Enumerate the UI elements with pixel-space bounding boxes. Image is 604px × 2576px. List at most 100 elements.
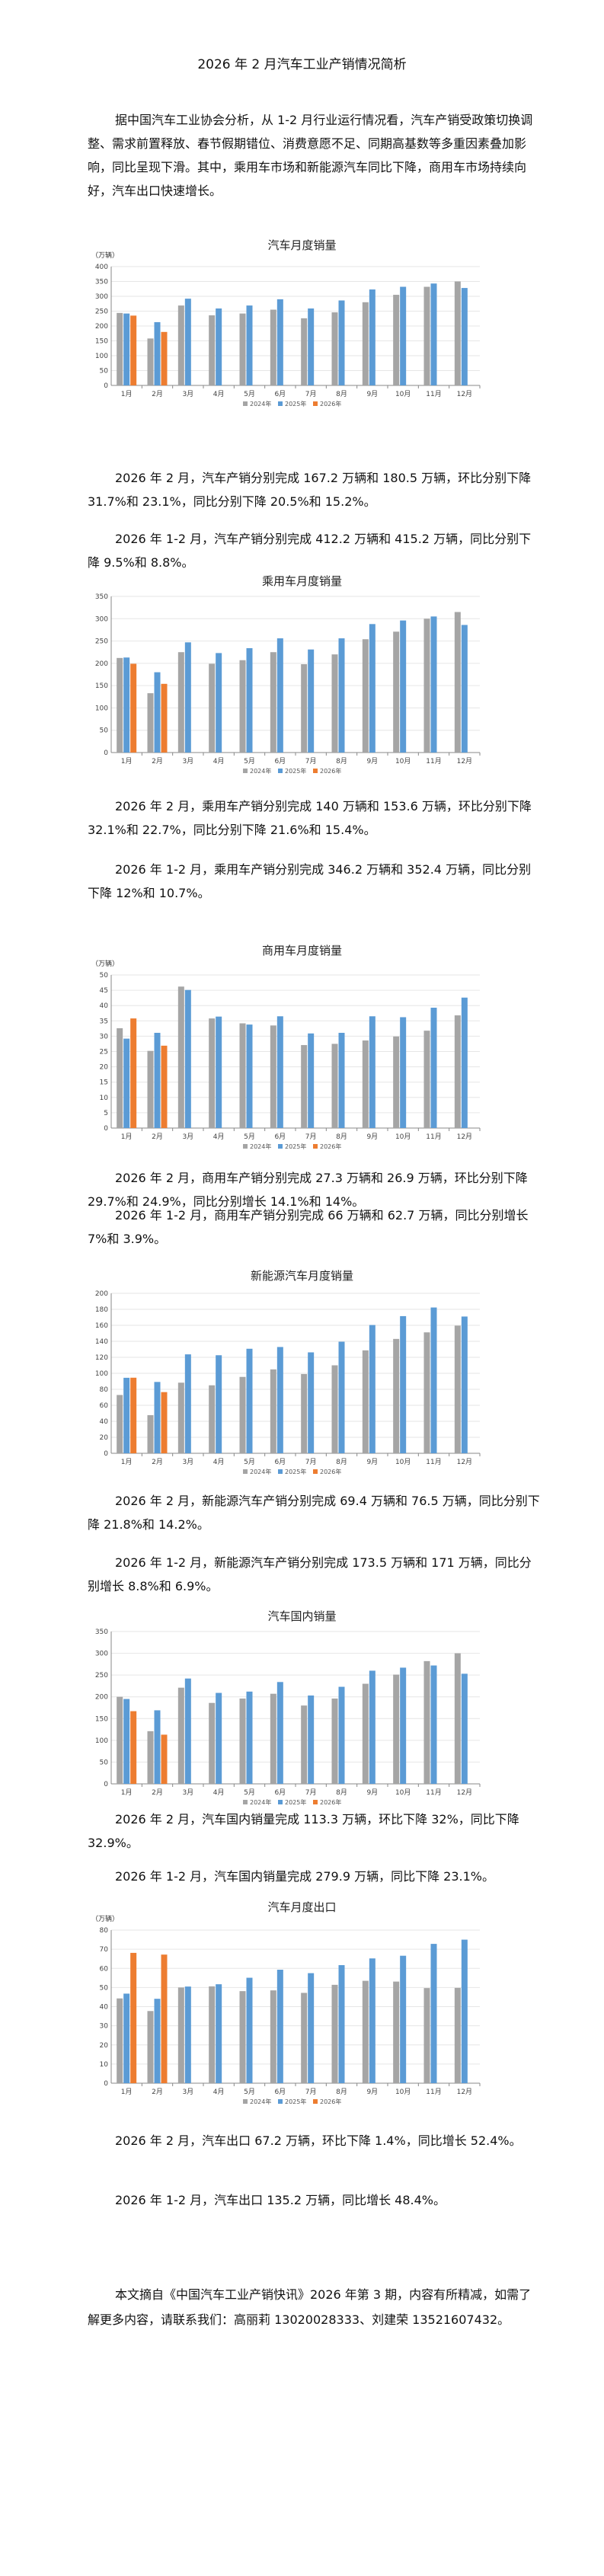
x-tick-label: 11月: [426, 1133, 441, 1141]
x-tick-label: 5月: [244, 390, 255, 398]
bar-2024年-7月: [301, 318, 308, 385]
section-2-para-2: 2026 年 1-2 月，乘用车产销分别完成 346.2 万辆和 352.4 万…: [88, 858, 543, 905]
bar-2025年-1月: [123, 1699, 130, 1784]
x-tick-label: 6月: [274, 390, 286, 398]
bar-2024年-5月: [239, 1376, 246, 1453]
y-tick-label: 200: [95, 323, 108, 331]
bar-2025年-2月: [154, 1032, 161, 1128]
bar-2025年-12月: [461, 288, 468, 385]
chart-title-passenger: 乘用车月度销量: [261, 574, 342, 588]
bar-2024年-11月: [423, 1988, 430, 2083]
bar-2025年-8月: [338, 638, 345, 753]
bar-2026年-1月: [130, 1952, 137, 2083]
legend-label: 2024年: [250, 400, 271, 407]
y-tick-label: 250: [95, 638, 108, 646]
bar-2025年-5月: [246, 1691, 253, 1784]
x-tick-label: 10月: [395, 1788, 411, 1797]
bar-2024年-4月: [209, 1702, 216, 1784]
bar-2024年-3月: [177, 305, 184, 385]
legend-swatch: [243, 2099, 248, 2104]
legend-label: 2024年: [250, 767, 271, 775]
bar-2025年-8月: [338, 1964, 345, 2083]
bar-2025年-6月: [276, 1347, 283, 1453]
x-tick-label: 6月: [274, 1788, 286, 1797]
legend-swatch: [243, 1800, 248, 1804]
bar-2025年-1月: [123, 657, 130, 753]
legend-label: 2026年: [320, 400, 341, 407]
bar-2025年-3月: [184, 1678, 191, 1784]
bar-2025年-1月: [123, 1377, 130, 1453]
bar-2025年-9月: [369, 1670, 376, 1784]
y-tick-label: 120: [95, 1354, 108, 1362]
legend-label: 2026年: [320, 1468, 341, 1475]
bar-2025年-5月: [246, 305, 253, 385]
y-tick-label: 50: [100, 1984, 109, 1992]
bar-2024年-2月: [147, 338, 154, 385]
bar-2025年-7月: [308, 1352, 315, 1453]
bar-2024年-6月: [270, 652, 276, 753]
legend-swatch: [313, 1469, 318, 1474]
y-tick-label: 60: [100, 1965, 109, 1973]
section-2-text-2: 2026 年 1-2 月，乘用车产销分别完成 346.2 万辆和 352.4 万…: [88, 862, 532, 900]
x-tick-label: 2月: [152, 757, 163, 765]
x-tick-label: 8月: [336, 1133, 347, 1141]
y-tick-label: 15: [100, 1079, 108, 1087]
legend-label: 2025年: [285, 2098, 306, 2105]
bar-2024年-3月: [177, 1987, 184, 2083]
bar-2024年-10月: [393, 1674, 400, 1784]
bar-2024年-8月: [331, 1699, 338, 1784]
bar-2026年-2月: [161, 1392, 168, 1453]
y-tick-label: 300: [95, 615, 108, 623]
bar-2025年-8月: [338, 1032, 345, 1128]
section-4-text-1: 2026 年 2 月，新能源汽车产销分别完成 69.4 万辆和 76.5 万辆，…: [88, 1494, 540, 1532]
section-6-para-2: 2026 年 1-2 月，汽车出口 135.2 万辆，同比增长 48.4%。: [88, 2188, 543, 2212]
x-tick-label: 11月: [426, 1458, 441, 1466]
legend-swatch: [278, 2099, 283, 2104]
section-4-para-1: 2026 年 2 月，新能源汽车产销分别完成 69.4 万辆和 76.5 万辆，…: [88, 1489, 543, 1536]
bar-2025年-4月: [216, 1355, 222, 1453]
x-tick-label: 4月: [213, 2088, 225, 2096]
bar-2024年-9月: [362, 1350, 369, 1453]
bar-2026年-1月: [130, 315, 137, 385]
bar-2024年-1月: [117, 657, 123, 753]
section-1-para-2: 2026 年 1-2 月，汽车产销分别完成 412.2 万辆和 415.2 万辆…: [88, 527, 543, 574]
bar-2025年-3月: [184, 1986, 191, 2083]
bar-2025年-9月: [369, 1016, 376, 1128]
x-tick-label: 7月: [305, 757, 317, 765]
x-tick-label: 5月: [244, 1788, 255, 1797]
bar-2025年-3月: [184, 1354, 191, 1453]
x-tick-label: 6月: [274, 757, 286, 765]
bar-2024年-11月: [423, 1660, 430, 1784]
bar-2025年-11月: [430, 283, 437, 385]
bar-2024年-6月: [270, 1990, 276, 2083]
y-tick-label: 350: [95, 593, 108, 601]
x-tick-label: 5月: [244, 1133, 255, 1141]
legend-label: 2026年: [320, 1798, 341, 1806]
x-tick-label: 12月: [457, 757, 472, 765]
bar-2024年-3月: [177, 652, 184, 753]
y-tick-label: 80: [100, 1386, 109, 1394]
legend-label: 2025年: [285, 767, 306, 775]
section-5-para-1: 2026 年 2 月，汽车国内销量完成 113.3 万辆，环比下降 32%，同比…: [88, 1807, 543, 1855]
x-tick-label: 3月: [182, 1788, 193, 1797]
legend-label: 2025年: [285, 1468, 306, 1475]
page-title: 2026 年 2 月汽车工业产销情况简析: [197, 57, 407, 72]
x-tick-label: 1月: [121, 1133, 133, 1141]
bar-2024年-9月: [362, 1040, 369, 1128]
bar-2024年-11月: [423, 618, 430, 753]
x-tick-label: 10月: [395, 1133, 411, 1141]
y-tick-label: 0: [104, 1450, 108, 1458]
bar-2024年-11月: [423, 1332, 430, 1453]
chart-title-commercial: 商用车月度销量: [261, 944, 342, 957]
x-tick-label: 7月: [305, 2088, 317, 2096]
bar-2025年-11月: [430, 1665, 437, 1784]
bar-2025年-10月: [400, 1315, 407, 1453]
x-tick-label: 7月: [305, 1133, 317, 1141]
y-tick-label: 100: [95, 353, 108, 360]
bar-2026年-1月: [130, 1711, 137, 1784]
bar-2024年-6月: [270, 1693, 276, 1784]
bar-2025年-7月: [308, 308, 315, 385]
bar-2024年-8月: [331, 1365, 338, 1453]
y-tick-label: 140: [95, 1338, 108, 1346]
x-tick-label: 1月: [121, 757, 133, 765]
